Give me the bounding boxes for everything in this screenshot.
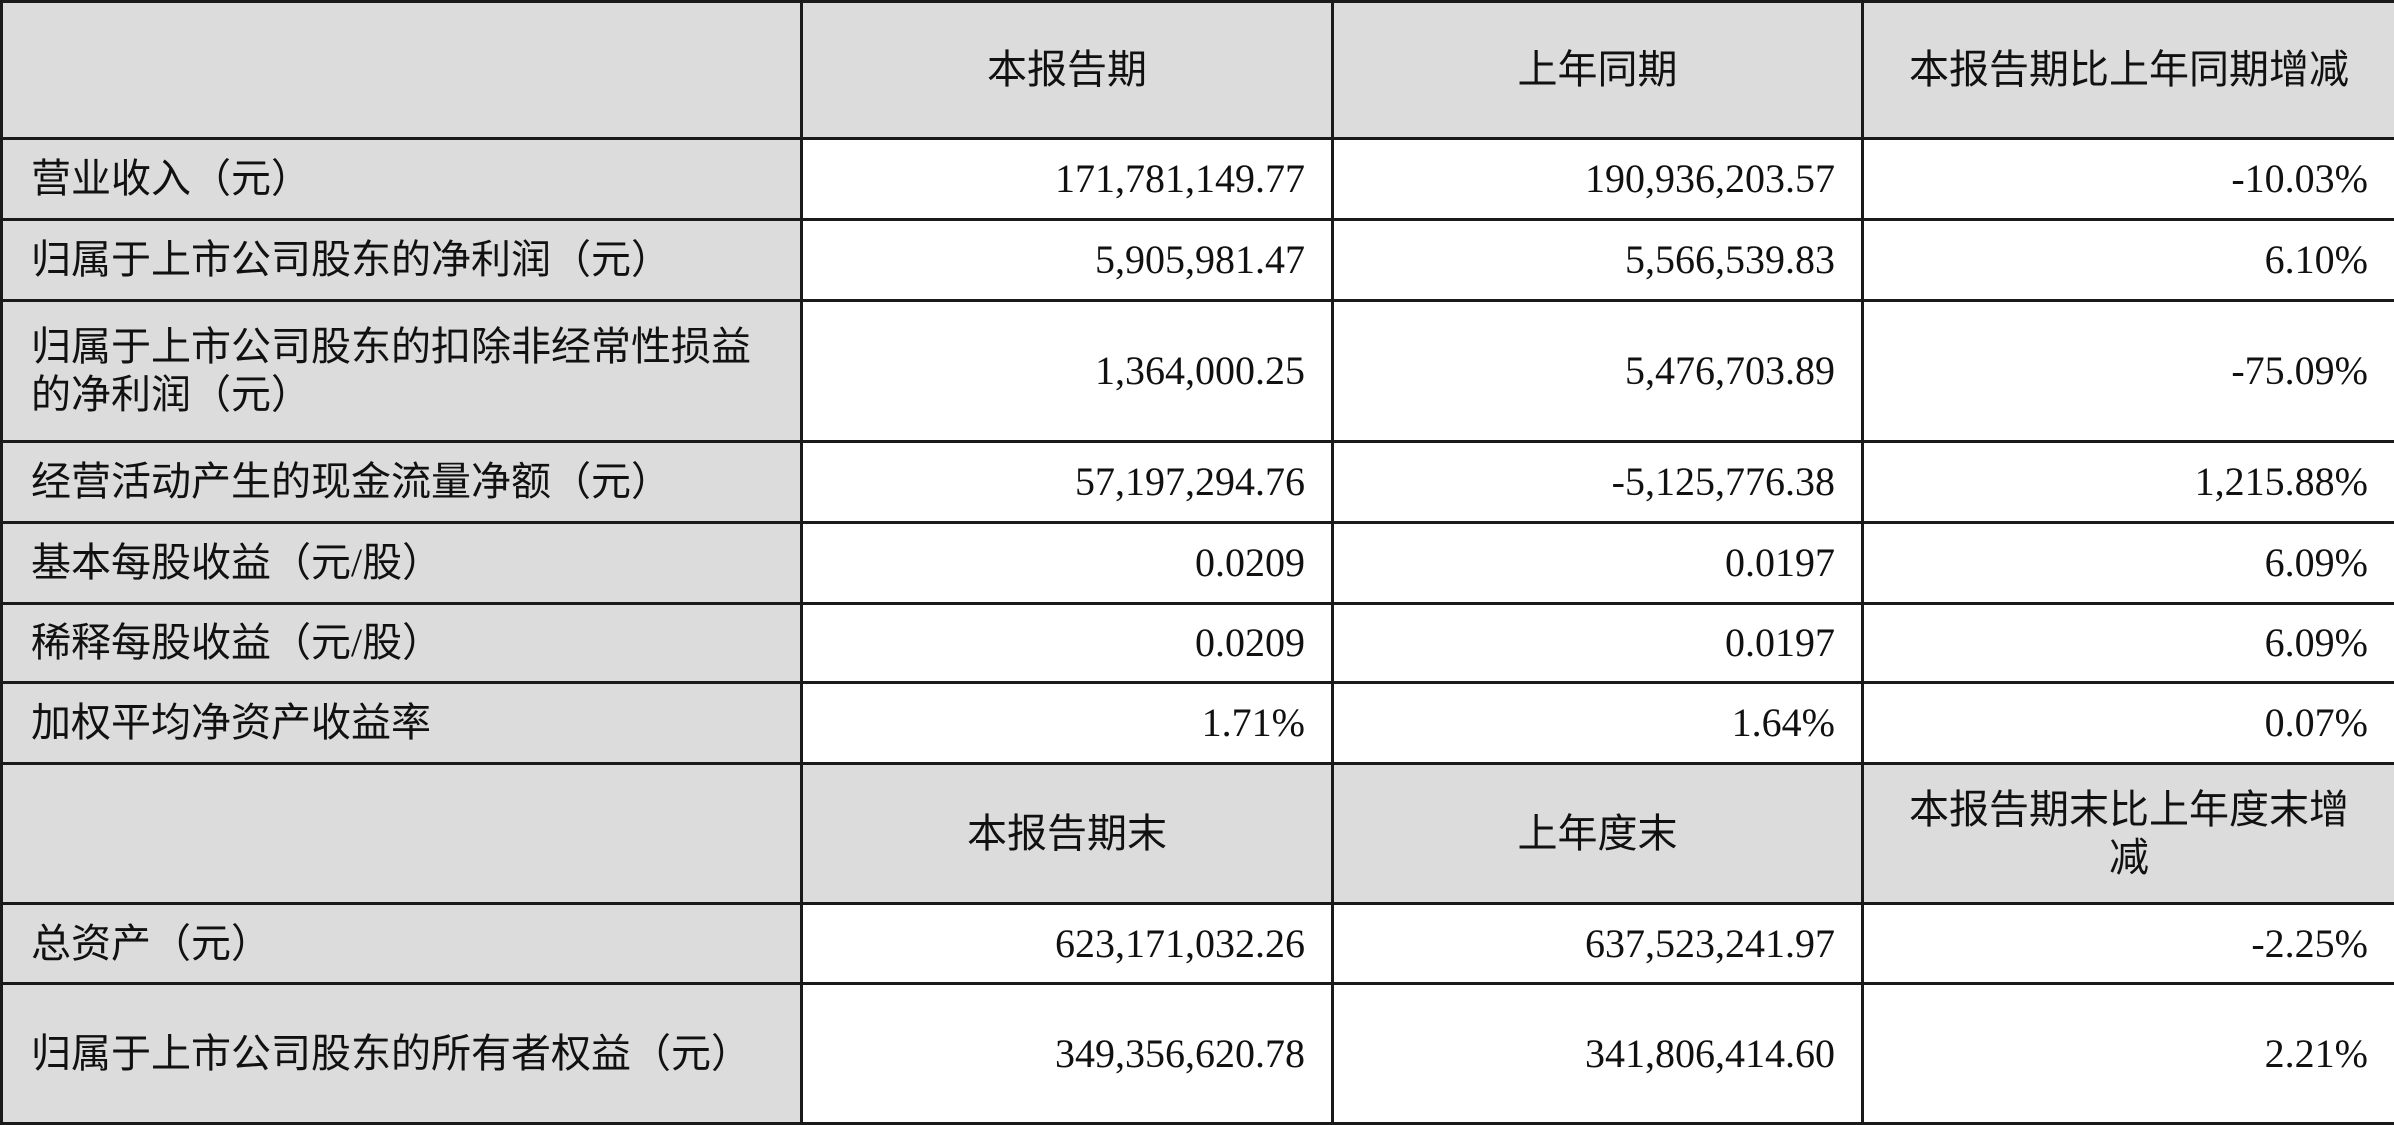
current-value: 171,781,149.77 [802,139,1333,220]
current-value: 1.71% [802,683,1333,764]
header-corner [2,764,802,904]
change-value: 6.09% [1863,523,2394,604]
prior-value: 0.0197 [1333,604,1863,683]
column-header: 本报告期末比上年度末增减 [1863,764,2394,904]
current-value: 5,905,981.47 [802,220,1333,301]
table-row: 经营活动产生的现金流量净额（元）57,197,294.76-5,125,776.… [2,442,2394,523]
change-value: 6.10% [1863,220,2394,301]
column-header: 本报告期 [802,2,1333,139]
row-label: 归属于上市公司股东的净利润（元） [2,220,802,301]
prior-value: 0.0197 [1333,523,1863,604]
change-value: -2.25% [1863,904,2394,984]
prior-value: 1.64% [1333,683,1863,764]
current-value: 57,197,294.76 [802,442,1333,523]
change-value: 0.07% [1863,683,2394,764]
row-label: 归属于上市公司股东的所有者权益（元） [2,984,802,1124]
change-value: 2.21% [1863,984,2394,1124]
header-row: 本报告期上年同期本报告期比上年同期增减 [2,2,2394,139]
row-label: 经营活动产生的现金流量净额（元） [2,442,802,523]
row-label: 归属于上市公司股东的扣除非经常性损益的净利润（元） [2,301,802,442]
change-value: 1,215.88% [1863,442,2394,523]
row-label: 总资产（元） [2,904,802,984]
row-label: 基本每股收益（元/股） [2,523,802,604]
current-value: 623,171,032.26 [802,904,1333,984]
prior-value: 190,936,203.57 [1333,139,1863,220]
header-corner [2,2,802,139]
prior-value: -5,125,776.38 [1333,442,1863,523]
change-value: 6.09% [1863,604,2394,683]
current-value: 349,356,620.78 [802,984,1333,1124]
prior-value: 5,566,539.83 [1333,220,1863,301]
current-value: 0.0209 [802,523,1333,604]
column-header: 本报告期末 [802,764,1333,904]
prior-value: 341,806,414.60 [1333,984,1863,1124]
header-row: 本报告期末上年度末本报告期末比上年度末增减 [2,764,2394,904]
prior-value: 637,523,241.97 [1333,904,1863,984]
row-label: 稀释每股收益（元/股） [2,604,802,683]
change-value: -75.09% [1863,301,2394,442]
row-label: 加权平均净资产收益率 [2,683,802,764]
prior-value: 5,476,703.89 [1333,301,1863,442]
column-header: 上年度末 [1333,764,1863,904]
current-value: 0.0209 [802,604,1333,683]
change-value: -10.03% [1863,139,2394,220]
column-header: 本报告期比上年同期增减 [1863,2,2394,139]
row-label: 营业收入（元） [2,139,802,220]
current-value: 1,364,000.25 [802,301,1333,442]
column-header: 上年同期 [1333,2,1863,139]
